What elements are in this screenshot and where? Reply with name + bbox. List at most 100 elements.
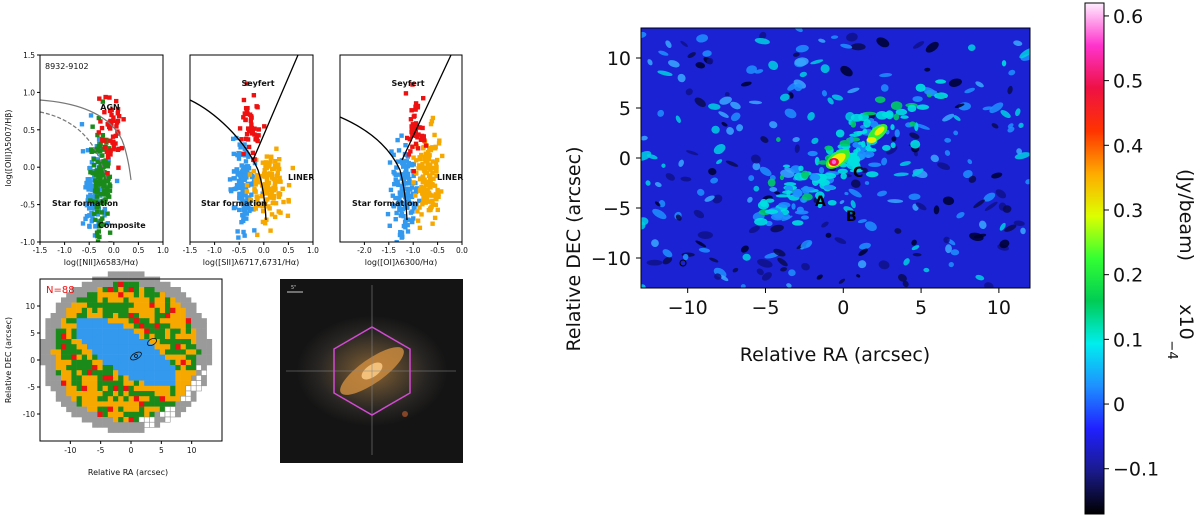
bpt-point-seyfert	[407, 136, 413, 142]
bpt-point-seyfert	[250, 129, 255, 135]
map-cell	[71, 297, 77, 303]
map-cell-empty	[159, 411, 166, 418]
noise-blob	[967, 159, 973, 165]
map-cell	[71, 359, 77, 366]
noise-blob	[909, 132, 920, 140]
map-cell	[165, 396, 171, 402]
map-cell	[107, 281, 114, 288]
map-cell	[113, 292, 119, 298]
map-cell	[107, 365, 114, 371]
bpt-point-liner	[259, 194, 264, 199]
bpt-point-liner	[263, 160, 269, 165]
map-cell-empty	[149, 416, 155, 423]
map-cell	[50, 328, 57, 335]
bpt-point-composite	[98, 162, 103, 167]
map-cell	[159, 297, 166, 303]
noise-blob	[754, 37, 770, 45]
bpt-point-liner	[426, 162, 431, 168]
map-cell	[123, 380, 129, 387]
map-cell	[76, 370, 83, 376]
bpt-point-star-formation	[237, 195, 242, 201]
map-cell	[118, 323, 124, 329]
map-cell	[61, 323, 67, 329]
colorbar: −0.100.10.20.30.40.50.6 (Jy/beam) x10 −4	[1084, 2, 1197, 515]
map-cell	[61, 318, 67, 324]
colorbar-tick-label: 0.2	[1113, 265, 1143, 287]
map-cell	[170, 287, 176, 293]
map-cell	[118, 375, 124, 381]
bpt-point-liner	[269, 212, 275, 217]
emission-blob	[868, 162, 882, 167]
bpt-point-seyfert	[243, 117, 248, 123]
emission-blob	[794, 210, 809, 215]
emission-blob	[815, 191, 825, 200]
spatial-map-xlabel: Relative RA (arcsec)	[88, 468, 168, 477]
bpt-point-seyfert	[241, 151, 246, 157]
bpt-point-composite	[98, 141, 103, 146]
map-cell	[139, 359, 145, 366]
noise-blob	[770, 224, 784, 233]
map-cell	[159, 318, 166, 324]
map-cell	[191, 344, 197, 350]
map-cell	[55, 318, 62, 324]
map-cell	[97, 307, 103, 314]
map-cell	[175, 318, 181, 324]
map-cell	[144, 365, 150, 371]
map-cell	[92, 391, 98, 397]
emission-blob	[924, 90, 938, 95]
map-cell	[159, 281, 166, 288]
map-cell	[175, 375, 181, 381]
map-cell	[123, 287, 129, 293]
bpt-point-composite	[97, 234, 102, 240]
map-cell	[149, 385, 155, 392]
map-cell	[76, 344, 83, 350]
noise-blob	[973, 199, 985, 209]
x-tick-label: 5	[159, 446, 164, 455]
bpt-point-star-formation	[240, 187, 245, 192]
emission-blob	[779, 174, 785, 181]
noise-blob	[995, 189, 1007, 199]
beam-ellipse	[679, 259, 687, 267]
emission-blob	[782, 164, 791, 168]
map-cell	[154, 292, 161, 298]
map-cell	[87, 281, 93, 288]
bpt-point-seyfert	[421, 134, 426, 139]
emission-blob	[890, 101, 903, 111]
map-cell	[123, 328, 129, 335]
map-cell	[61, 380, 67, 387]
map-cell	[180, 302, 187, 309]
noise-blob	[769, 121, 778, 129]
bpt-point-composite	[91, 156, 97, 162]
map-cell	[66, 375, 72, 381]
map-cell	[139, 318, 145, 324]
map-cell	[61, 349, 67, 355]
bpt-point-seyfert	[251, 93, 257, 98]
map-cell	[55, 375, 62, 381]
map-cell	[165, 370, 171, 376]
bpt-point-star-formation	[237, 185, 242, 191]
map-cell	[118, 313, 124, 319]
map-cell	[165, 339, 171, 345]
map-cell	[154, 333, 161, 340]
map-cell	[180, 401, 187, 407]
map-cell	[123, 344, 129, 350]
map-cell	[118, 422, 124, 428]
emission-blob	[935, 79, 947, 84]
map-cell	[102, 385, 109, 392]
noise-blob	[894, 228, 902, 234]
noise-blob	[694, 97, 706, 108]
bpt-point-liner	[276, 194, 282, 200]
bpt-point-agn	[103, 94, 108, 100]
map-cell	[102, 349, 109, 355]
map-cell	[139, 281, 145, 288]
map-cell	[123, 302, 129, 309]
map-cell	[87, 380, 93, 387]
map-cell	[133, 365, 140, 371]
map-cell	[50, 349, 57, 355]
bpt-point-composite	[99, 210, 105, 215]
noise-blob	[991, 172, 1003, 179]
map-cell	[165, 359, 171, 366]
map-cell	[102, 313, 109, 319]
map-cell	[180, 333, 187, 340]
map-cell	[165, 292, 171, 298]
